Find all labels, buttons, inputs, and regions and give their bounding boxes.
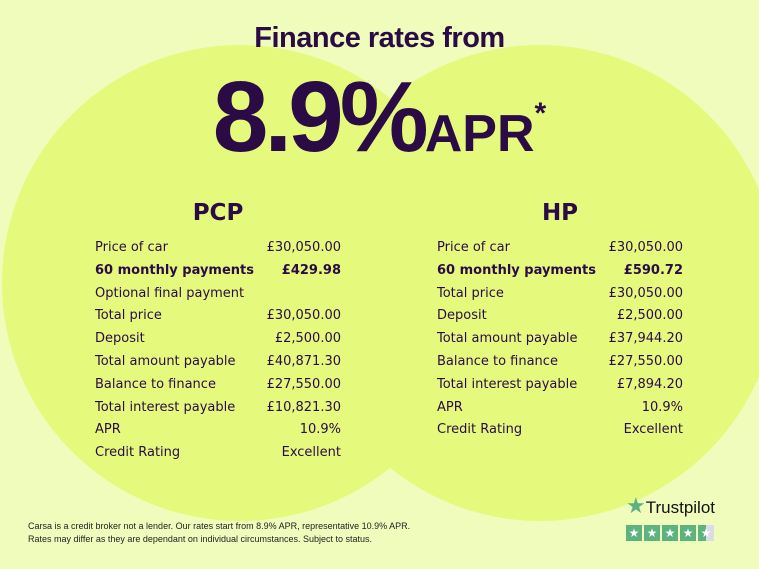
row-value: £2,500.00 bbox=[274, 331, 341, 347]
right-circle-decoration bbox=[302, 45, 759, 521]
row-value: 10.9% bbox=[299, 422, 341, 438]
row-label: Balance to finance bbox=[437, 353, 558, 369]
rate-value: 8.9% bbox=[212, 61, 429, 173]
row-value: £30,050.00 bbox=[266, 240, 341, 255]
pcp-row: Optional final payment bbox=[95, 286, 341, 309]
hp-row: Credit Rating Excellent bbox=[437, 422, 683, 445]
pcp-row: 60 monthly payments £429.98 bbox=[95, 263, 341, 286]
hp-row: Total interest payable £7,894.20 bbox=[437, 377, 683, 400]
hp-table: HP Price of car £30,050.00 60 monthly paym… bbox=[437, 200, 683, 445]
row-value: £40,871.30 bbox=[266, 353, 341, 369]
disclaimer-line-1: Carsa is a credit broker not a lender. O… bbox=[28, 521, 411, 531]
row-value: £27,550.00 bbox=[608, 353, 683, 369]
row-label: 60 monthly payments bbox=[437, 262, 596, 278]
row-value: £30,050.00 bbox=[608, 240, 683, 255]
apr-label: APR bbox=[424, 105, 535, 163]
rating-star-icon: ★ bbox=[626, 525, 642, 541]
row-value: £30,050.00 bbox=[608, 285, 683, 301]
row-label: APR bbox=[95, 422, 121, 438]
trustpilot-star-icon: ★ bbox=[626, 494, 646, 519]
row-value: Excellent bbox=[623, 422, 683, 438]
pcp-row: Credit Rating Excellent bbox=[95, 445, 341, 468]
hp-row: Total price £30,050.00 bbox=[437, 286, 683, 309]
row-label: 60 monthly payments bbox=[95, 262, 254, 278]
row-value: £429.98 bbox=[281, 262, 341, 278]
trustpilot-name: Trustpilot bbox=[645, 498, 716, 517]
row-value: £27,550.00 bbox=[266, 376, 341, 392]
hp-title: HP bbox=[541, 200, 579, 226]
pcp-row: Total interest payable £10,821.30 bbox=[95, 400, 341, 423]
row-value: £590.72 bbox=[623, 262, 683, 278]
pcp-row: Balance to finance £27,550.00 bbox=[95, 377, 341, 400]
pcp-row: APR 10.9% bbox=[95, 422, 341, 445]
row-label: Price of car bbox=[95, 240, 168, 255]
rating-star-icon: ★ bbox=[644, 525, 660, 541]
row-label: Balance to finance bbox=[95, 376, 216, 392]
row-value: 10.9% bbox=[641, 399, 683, 415]
row-label: Total price bbox=[437, 285, 504, 301]
headline-rate: 8.9%APR* bbox=[0, 60, 759, 175]
row-label: Total amount payable bbox=[437, 331, 578, 347]
rating-star-icon: ★ bbox=[662, 525, 678, 541]
row-label: Price of car bbox=[437, 240, 510, 255]
row-value: £10,821.30 bbox=[266, 399, 341, 415]
pcp-row: Deposit £2,500.00 bbox=[95, 331, 341, 354]
row-value: £30,050.00 bbox=[266, 308, 341, 324]
row-label: Deposit bbox=[437, 308, 487, 324]
hp-row: 60 monthly payments £590.72 bbox=[437, 263, 683, 286]
rating-star-icon: ★ bbox=[680, 525, 696, 541]
pcp-row: Total price £30,050.00 bbox=[95, 308, 341, 331]
pcp-row: Total amount payable £40,871.30 bbox=[95, 354, 341, 377]
pcp-title: PCP bbox=[192, 200, 244, 226]
row-label: Total interest payable bbox=[95, 399, 236, 415]
row-label: Credit Rating bbox=[95, 445, 181, 461]
headline-title: Finance rates from bbox=[254, 22, 505, 54]
row-value: £37,944.20 bbox=[608, 331, 683, 347]
pcp-table: PCP Price of car £30,050.00 60 monthly pay… bbox=[95, 200, 341, 468]
trustpilot-rating: ★ ★ ★ ★ ★ bbox=[626, 525, 715, 541]
row-value: £7,894.20 bbox=[616, 376, 683, 392]
row-label: Total amount payable bbox=[95, 353, 236, 369]
hp-row: Deposit £2,500.00 bbox=[437, 308, 683, 331]
row-label: Credit Rating bbox=[437, 422, 523, 438]
hp-row: Price of car £30,050.00 bbox=[437, 240, 683, 263]
hp-row: Balance to finance £27,550.00 bbox=[437, 354, 683, 377]
row-label: Total interest payable bbox=[437, 376, 578, 392]
pcp-row: Price of car £30,050.00 bbox=[95, 240, 341, 263]
hp-row: APR 10.9% bbox=[437, 400, 683, 423]
asterisk: * bbox=[534, 97, 547, 130]
trustpilot-badge[interactable]: ★Trustpilot ★ ★ ★ ★ ★ bbox=[626, 494, 715, 541]
row-label: Deposit bbox=[95, 331, 145, 347]
rating-star-icon: ★ bbox=[698, 525, 714, 541]
disclaimer: Carsa is a credit broker not a lender. O… bbox=[28, 520, 410, 546]
hp-row: Total amount payable £37,944.20 bbox=[437, 331, 683, 354]
row-label: Total price bbox=[95, 308, 162, 324]
row-label: Optional final payment bbox=[95, 285, 245, 301]
row-value: Excellent bbox=[281, 445, 341, 461]
row-label: APR bbox=[437, 399, 463, 415]
row-value: £2,500.00 bbox=[616, 308, 683, 324]
disclaimer-line-2: Rates may differ as they are dependant o… bbox=[28, 534, 373, 544]
